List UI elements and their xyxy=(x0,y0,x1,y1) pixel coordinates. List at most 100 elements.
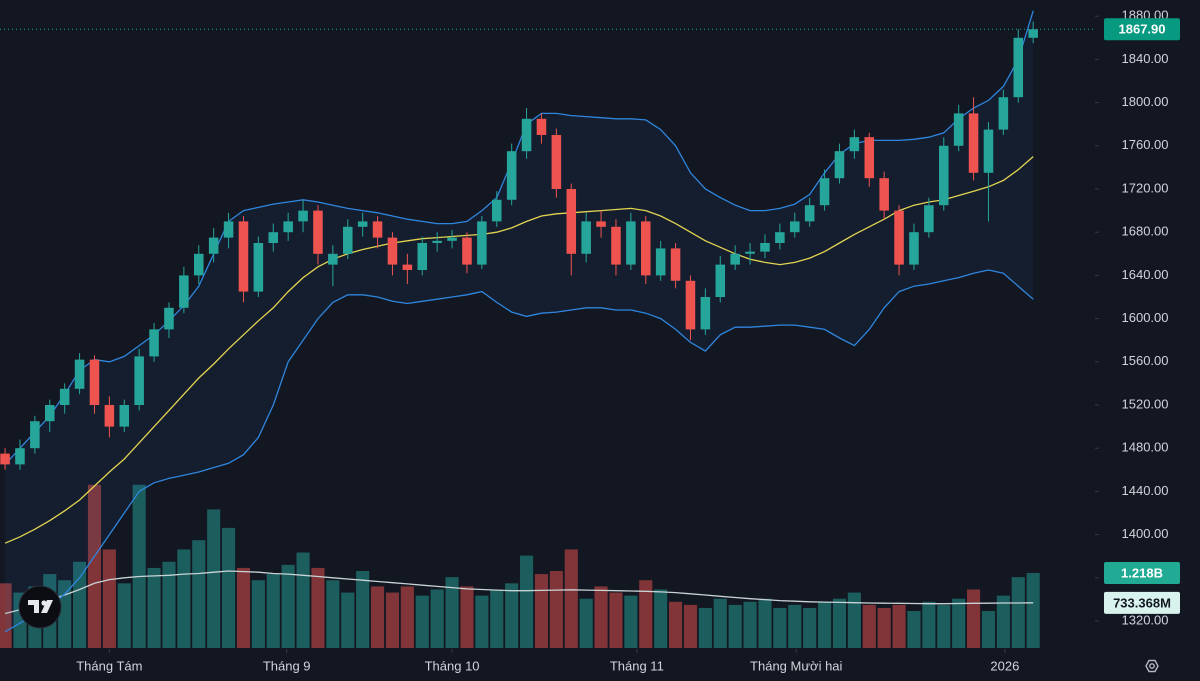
volume-bar xyxy=(579,598,593,648)
y-tick-label: 1560.00 xyxy=(1122,353,1169,368)
candle-body xyxy=(879,178,889,211)
candle-body xyxy=(730,253,740,265)
y-tick-label: 1480.00 xyxy=(1122,440,1169,455)
volume-ma-line xyxy=(4,570,1034,615)
candle-body xyxy=(998,97,1009,130)
last-volume-label: 1.218B xyxy=(1121,565,1163,580)
x-tick-label: Tháng Tám xyxy=(76,658,142,673)
volume-bar xyxy=(326,580,340,648)
volume-bar xyxy=(743,601,757,648)
volume-bar xyxy=(400,586,414,648)
volume-bar xyxy=(162,561,176,648)
last-volume-label-bg xyxy=(1104,561,1180,584)
volume-bar xyxy=(907,611,921,648)
tradingview-logo[interactable] xyxy=(18,585,62,629)
volume-bar xyxy=(788,604,802,648)
x-tick-label: 2026 xyxy=(990,658,1019,673)
volume-bar xyxy=(624,595,638,648)
volume-bar xyxy=(862,604,876,648)
axes: 1320.001360.001400.001440.001480.001520.… xyxy=(76,8,1180,673)
gear xyxy=(1145,659,1159,673)
volume-bar xyxy=(773,607,787,648)
band-lower xyxy=(4,269,1034,633)
volume-bar xyxy=(117,583,131,648)
candle-body xyxy=(1013,37,1024,98)
y-tick-label: 1600.00 xyxy=(1122,310,1169,325)
volume-bar xyxy=(415,595,429,648)
candle-body xyxy=(670,248,681,281)
volume-bar xyxy=(0,583,12,648)
candle-body xyxy=(372,221,383,238)
candle-body xyxy=(0,453,10,465)
candle-body xyxy=(521,118,532,152)
volume-bar xyxy=(892,604,906,648)
candle-body xyxy=(953,113,964,146)
y-tick-label: 1680.00 xyxy=(1122,224,1169,239)
volume-bar xyxy=(728,604,742,648)
volume-bar xyxy=(967,589,981,648)
candle-body xyxy=(238,221,249,292)
candle-body xyxy=(164,307,174,330)
candle-body xyxy=(149,329,159,357)
logo-circle xyxy=(18,585,62,629)
x-tick-label: Tháng 9 xyxy=(263,658,311,673)
candle-body xyxy=(462,237,472,265)
candle-body xyxy=(685,280,696,330)
volume-bar xyxy=(460,586,474,648)
volume-bar xyxy=(192,540,206,648)
candle-body xyxy=(59,388,70,405)
volume-bar xyxy=(683,604,698,648)
candle-body xyxy=(104,405,115,427)
candle-body xyxy=(15,448,25,465)
volume-bar xyxy=(847,592,861,648)
candle-body xyxy=(447,237,457,241)
candle-body xyxy=(775,232,785,243)
candle-body xyxy=(700,297,711,330)
candle-body xyxy=(938,145,949,206)
candle-body xyxy=(849,137,860,152)
volume-bar xyxy=(222,527,236,648)
candle-body xyxy=(760,243,770,252)
volume-bar xyxy=(758,598,772,648)
y-tick-label: 1520.00 xyxy=(1122,396,1169,411)
candle-body xyxy=(223,221,234,238)
volume-bar xyxy=(475,595,489,648)
candle-body xyxy=(491,199,502,222)
candle-body xyxy=(417,243,428,270)
candle-body xyxy=(566,189,577,254)
candle-body xyxy=(551,135,562,189)
volume-ma-label: 733.368M xyxy=(1113,595,1171,610)
volume-bar xyxy=(341,592,355,648)
candle-body xyxy=(74,359,85,389)
candle-body xyxy=(655,248,666,276)
candle-body xyxy=(745,251,755,254)
candle-body xyxy=(30,421,40,449)
gear xyxy=(1149,663,1155,669)
candle-body xyxy=(342,226,353,254)
volume-bar xyxy=(281,564,295,648)
candle-body xyxy=(864,137,875,179)
volume-bar xyxy=(251,580,265,648)
candle-body xyxy=(789,221,800,233)
y-tick-label: 1320.00 xyxy=(1122,612,1169,627)
volume-bar xyxy=(296,552,310,648)
candle-body xyxy=(581,221,591,254)
candle-body xyxy=(298,210,308,222)
volume-bar xyxy=(877,607,891,648)
candle-body xyxy=(834,151,845,179)
volume-bar xyxy=(266,574,280,648)
volume-bar xyxy=(147,567,161,648)
y-tick-label: 1440.00 xyxy=(1122,483,1169,498)
volume-bar xyxy=(639,580,653,648)
volume-bar xyxy=(534,574,549,648)
candle-body xyxy=(1028,29,1038,38)
x-tick-label: Tháng Mười hai xyxy=(750,658,842,673)
volume-bar xyxy=(564,549,578,648)
candle-body xyxy=(909,232,919,265)
candle-body xyxy=(119,405,130,427)
volume-bar xyxy=(669,601,683,648)
volume-bar xyxy=(922,601,936,648)
y-tick-label: 1640.00 xyxy=(1122,267,1169,282)
settings-icon[interactable] xyxy=(1145,659,1159,673)
candle-body xyxy=(402,264,413,270)
